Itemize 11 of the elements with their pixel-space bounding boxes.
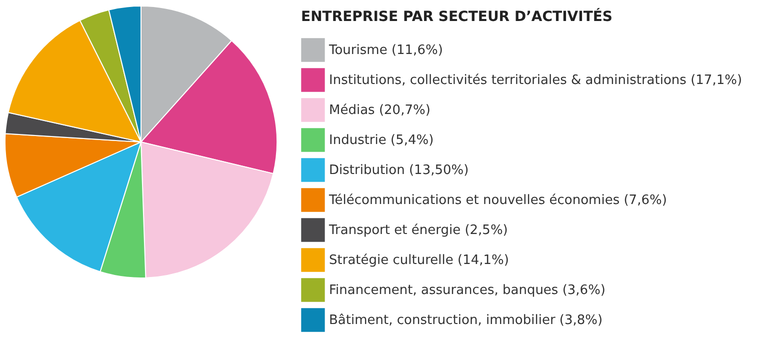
legend-label: Tourisme (11,6%) bbox=[328, 43, 443, 58]
legend-label: Institutions, collectivités territoriales & administrations (17,1%) bbox=[329, 73, 742, 88]
legend-label: Financement, assurances, banques (3,6%) bbox=[329, 283, 606, 298]
legend-label: Stratégie culturelle (14,1%) bbox=[329, 253, 509, 268]
legend-label: Bâtiment, construction, immobilier (3,8%) bbox=[329, 313, 603, 328]
legend-label: Transport et énergie (2,5%) bbox=[328, 223, 508, 238]
legend-label: Distribution (13,50%) bbox=[329, 163, 469, 178]
legend-title: ENTREPRISE PAR SECTEUR D’ACTIVITÉS bbox=[301, 8, 613, 25]
legend-label: Industrie (5,4%) bbox=[329, 133, 434, 148]
legend-label: Télécommunications et nouvelles économies (7,6%) bbox=[328, 193, 667, 208]
legend-label: Médias (20,7%) bbox=[329, 103, 430, 118]
